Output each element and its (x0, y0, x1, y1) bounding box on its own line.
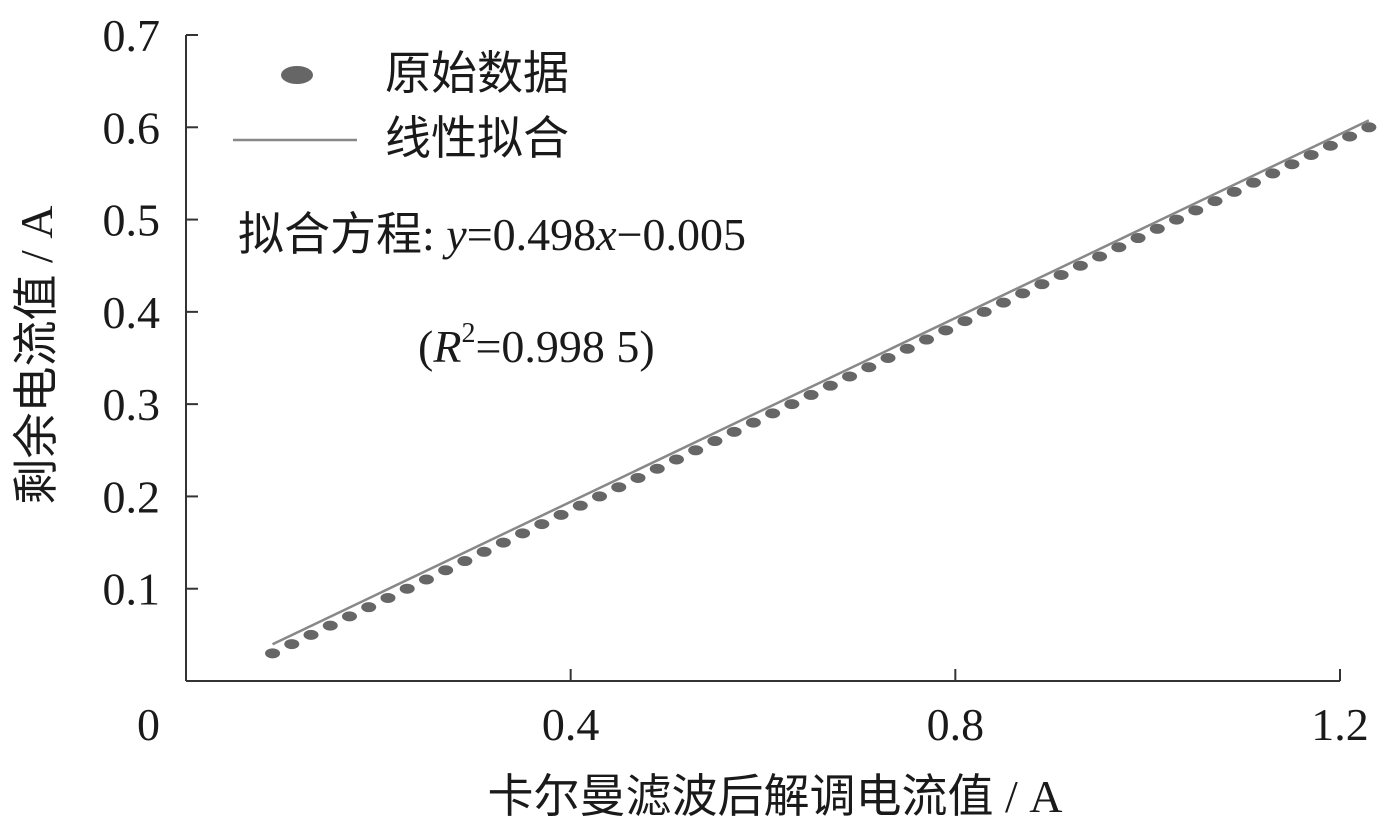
data-point (957, 316, 973, 327)
y-tick-label: 0.6 (103, 102, 161, 153)
data-point (476, 546, 492, 557)
data-point (1342, 131, 1358, 142)
x-tick-label: 1.2 (1311, 699, 1369, 750)
data-point (668, 454, 684, 465)
data-point (707, 436, 723, 447)
annotation-part: =0.998 5) (475, 321, 654, 372)
data-point (649, 463, 665, 474)
data-point (1322, 140, 1338, 151)
data-point (1265, 168, 1281, 179)
legend-marker (281, 66, 313, 84)
data-point (303, 629, 319, 640)
data-point (861, 362, 877, 373)
data-point (976, 306, 992, 317)
data-point (842, 371, 858, 382)
data-point (1188, 205, 1204, 216)
data-point (899, 343, 915, 354)
y-tick-label: 0.5 (103, 195, 161, 246)
y-tick-label: 0.7 (103, 10, 161, 61)
y-tick-label: 0.1 (103, 564, 161, 615)
data-point (822, 380, 838, 391)
data-point (399, 583, 415, 594)
data-point (995, 297, 1011, 308)
data-point (1130, 233, 1146, 244)
data-point (765, 408, 781, 419)
annotation-part: y (442, 209, 467, 260)
data-point (803, 389, 819, 400)
data-point (1207, 196, 1223, 207)
legend-label: 线性拟合 (385, 113, 569, 164)
annotation-part: ( (418, 321, 433, 372)
data-point (1303, 149, 1319, 160)
annotation-part: x (595, 209, 617, 260)
data-point (380, 592, 396, 603)
data-point (341, 611, 357, 622)
annotation-part: =0.498 (467, 209, 596, 260)
data-point (515, 528, 531, 539)
y-axis-label: 剩余电流值 / A (11, 206, 62, 505)
data-point (1149, 223, 1165, 234)
y-tick-label: 0.4 (103, 287, 161, 338)
data-point (745, 417, 761, 428)
data-point (322, 620, 338, 631)
data-point (1284, 159, 1300, 170)
y-tick-label: 0.3 (103, 379, 161, 430)
annotation-part: R (432, 321, 461, 372)
annotation-part: 拟合方程: (238, 209, 446, 260)
data-point (1053, 269, 1069, 280)
y-tick-label: 0.2 (103, 471, 161, 522)
data-point (688, 445, 704, 456)
data-point (418, 574, 434, 585)
data-point (1072, 260, 1088, 271)
x-tick-label: 0 (137, 699, 160, 750)
x-tick-label: 0.4 (542, 699, 600, 750)
data-point (784, 399, 800, 410)
data-point (1015, 288, 1031, 299)
data-point (1226, 186, 1242, 197)
data-point (534, 519, 550, 530)
data-point (1245, 177, 1261, 188)
data-point (1034, 279, 1050, 290)
x-tick-label: 0.8 (927, 699, 985, 750)
fit-line (272, 119, 1370, 646)
data-point (1169, 214, 1185, 225)
annotation-part: −0.005 (617, 209, 746, 260)
data-point (361, 602, 377, 613)
data-point (553, 509, 569, 520)
data-point (457, 556, 473, 567)
data-point (284, 639, 300, 650)
data-point (438, 565, 454, 576)
data-point (1092, 251, 1108, 262)
data-point (1361, 122, 1377, 133)
data-point (630, 472, 646, 483)
data-point (572, 500, 588, 511)
data-point (1111, 242, 1127, 253)
data-point (938, 325, 954, 336)
x-axis-label: 卡尔曼滤波后解调电流值 / A (488, 771, 1063, 822)
annotation-part: 2 (461, 318, 475, 349)
data-point (495, 537, 511, 548)
data-point (726, 426, 742, 437)
data-point (880, 353, 896, 363)
data-point (592, 491, 608, 502)
annotation: (R2=0.998 5) (418, 318, 655, 372)
annotation: 拟合方程: y=0.498x−0.005 (238, 209, 746, 260)
data-point (611, 482, 627, 493)
data-point (265, 648, 281, 659)
data-point (918, 334, 934, 345)
legend-label: 原始数据 (385, 48, 569, 99)
